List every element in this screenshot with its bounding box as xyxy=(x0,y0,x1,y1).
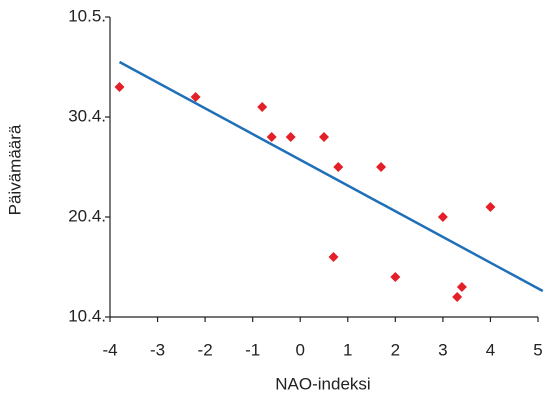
point xyxy=(285,132,296,142)
x-tick-label: 0 xyxy=(295,340,304,359)
x-tick-label: 4 xyxy=(486,340,495,359)
y-tick-label: 10.5. xyxy=(68,6,106,25)
point xyxy=(114,82,125,92)
point xyxy=(333,162,344,172)
point xyxy=(437,212,448,222)
point xyxy=(376,162,387,172)
x-tick-label: -4 xyxy=(102,340,117,359)
point xyxy=(257,102,268,112)
x-tick-label: -1 xyxy=(245,340,260,359)
x-tick-label: 5 xyxy=(533,340,542,359)
trend-line xyxy=(118,60,544,293)
y-tick-label: 20.4. xyxy=(68,206,106,225)
x-axis-label: NAO-indeksi xyxy=(275,374,370,393)
point xyxy=(328,252,339,262)
y-tick-label: 10.4. xyxy=(68,306,106,325)
y-axis-label: Päivämäärä xyxy=(5,124,24,215)
point xyxy=(190,92,201,102)
point xyxy=(266,132,277,142)
point xyxy=(452,292,463,302)
point xyxy=(485,202,496,212)
x-tick-label: 3 xyxy=(438,340,447,359)
point xyxy=(456,282,467,292)
point xyxy=(319,132,329,142)
y-tick-label: 30.4. xyxy=(68,106,106,125)
x-tick-label: -2 xyxy=(198,340,213,359)
point xyxy=(390,272,401,282)
x-tick-label: 2 xyxy=(391,340,400,359)
x-tick-label: -3 xyxy=(150,340,165,359)
x-tick-label: 1 xyxy=(343,340,352,359)
